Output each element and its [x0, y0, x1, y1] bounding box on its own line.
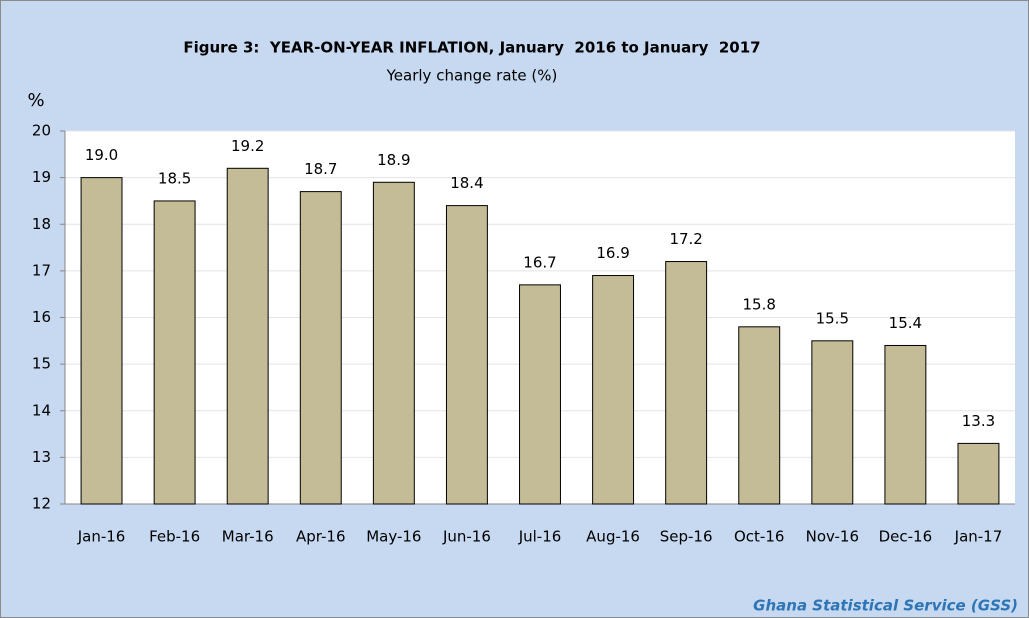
chart-title: Figure 3: YEAR-ON-YEAR INFLATION, Januar… — [183, 39, 760, 57]
data-label: 18.9 — [377, 151, 410, 169]
data-label: 15.4 — [889, 314, 922, 332]
bar — [445, 205, 488, 505]
x-tick-label: Sep-16 — [660, 528, 713, 546]
bar — [884, 344, 927, 505]
y-tick-label: 20 — [32, 122, 51, 140]
x-tick-label: Dec-16 — [879, 528, 933, 546]
bar — [738, 326, 781, 505]
data-label: 16.9 — [596, 244, 629, 262]
bar — [299, 191, 342, 505]
y-tick-label: 16 — [32, 308, 51, 326]
x-tick-label: Jul-16 — [518, 528, 562, 546]
x-tick-label: Apr-16 — [296, 528, 346, 546]
data-label: 15.5 — [816, 309, 849, 327]
source-note: Ghana Statistical Service (GSS) — [753, 597, 1018, 615]
y-tick-label: 13 — [32, 448, 51, 466]
data-label: 19.2 — [231, 137, 264, 155]
y-tick-label: 17 — [32, 261, 51, 279]
data-label: 16.7 — [523, 253, 556, 271]
chart-subtitle: Yearly change rate (%) — [386, 67, 558, 85]
y-axis-label: % — [27, 90, 44, 111]
y-tick-label: 15 — [32, 355, 51, 373]
y-tick-label: 19 — [32, 168, 51, 186]
x-tick-label: Jun-16 — [442, 528, 491, 546]
data-label: 18.5 — [158, 169, 191, 187]
bar — [592, 275, 635, 505]
data-label: 19.0 — [85, 146, 118, 164]
bar — [665, 261, 708, 505]
data-label: 13.3 — [962, 412, 995, 430]
x-tick-label: Jan-16 — [77, 528, 126, 546]
bar — [957, 442, 1000, 505]
data-label: 18.7 — [304, 160, 337, 178]
bar — [811, 340, 854, 505]
data-label: 15.8 — [743, 295, 776, 313]
x-tick-label: Aug-16 — [586, 528, 640, 546]
y-tick-label: 12 — [32, 495, 51, 513]
y-tick-label: 18 — [32, 215, 51, 233]
bar — [372, 181, 415, 505]
x-tick-label: Feb-16 — [149, 528, 200, 546]
bar — [226, 167, 269, 505]
x-tick-label: Mar-16 — [222, 528, 274, 546]
x-tick-label: May-16 — [366, 528, 421, 546]
bar — [519, 284, 561, 505]
bar — [153, 200, 196, 505]
y-tick-label: 14 — [32, 401, 51, 419]
x-tick-label: Jan-17 — [954, 528, 1003, 546]
data-label: 17.2 — [669, 230, 702, 248]
bar — [80, 177, 123, 505]
x-tick-label: Oct-16 — [734, 528, 784, 546]
x-tick-label: Nov-16 — [806, 528, 859, 546]
data-label: 18.4 — [450, 174, 483, 192]
